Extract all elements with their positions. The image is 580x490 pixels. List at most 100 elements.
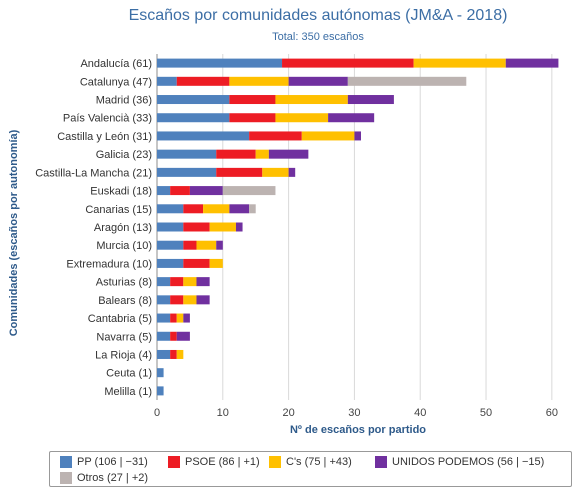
bar-segment[interactable] [157,149,217,159]
category-label: Asturias (8) [96,277,152,289]
legend-item[interactable]: C's (75 | +43) [269,456,352,468]
bar-segment[interactable] [196,295,210,305]
bar-segment[interactable] [157,186,171,196]
bar-segment[interactable] [157,113,230,123]
category-label: Catalunya (47) [80,76,152,88]
bar-segment[interactable] [157,222,184,232]
legend-label: Otros (27 | +2) [77,472,149,484]
bar-segment[interactable] [222,186,276,196]
bar-segment[interactable] [413,58,506,68]
bar-segment[interactable] [347,76,467,86]
chart-subtitle: Total: 350 escaños [272,31,364,43]
bar-segment[interactable] [282,58,414,68]
category-label: Extremadura (10) [66,258,152,270]
bar-segment[interactable] [249,204,256,214]
bar-segment[interactable] [157,368,164,378]
bar-segment[interactable] [176,331,190,341]
bar-segment[interactable] [183,258,210,268]
category-label: Aragón (13) [94,222,152,234]
category-label: Galicia (23) [96,149,152,161]
bar-segment[interactable] [183,222,210,232]
bar-segment[interactable] [196,277,210,287]
bar-segment[interactable] [255,149,269,159]
legend-swatch [60,456,72,468]
category-label: Murcia (10) [96,240,152,252]
category-label: Navarra (5) [96,331,152,343]
bar-segment[interactable] [176,76,230,86]
legend-item[interactable]: Otros (27 | +2) [60,472,148,484]
bar-segment[interactable] [354,131,361,141]
bar-segment[interactable] [189,186,223,196]
bar-segment[interactable] [170,277,184,287]
bar-segment[interactable] [157,258,184,268]
bar-segment[interactable] [505,58,559,68]
x-tick-label: 60 [546,407,558,419]
bar-segment[interactable] [183,240,197,250]
bar-segment[interactable] [183,313,190,323]
bar-segment[interactable] [288,76,348,86]
bar-segment[interactable] [209,258,223,268]
bar-segment[interactable] [229,95,276,105]
bar-segment[interactable] [157,131,250,141]
legend: PP (106 | −31) PSOE (86 | +1) C's (75 | +4… [49,451,572,487]
category-label: Ceuta (1) [106,368,152,380]
bar-segment[interactable] [157,95,230,105]
bar-segment[interactable] [157,204,184,214]
category-label: Balears (8) [98,295,152,307]
category-label: Euskadi (18) [90,186,152,198]
bar-segment[interactable] [170,313,177,323]
x-axis-title: Nº de escaños por partido [290,424,426,436]
bar-segment[interactable] [170,331,177,341]
bar-segment[interactable] [170,186,190,196]
bar-segment[interactable] [157,313,171,323]
category-label: Melilla (1) [104,386,152,398]
bar-segment[interactable] [249,131,302,141]
bar-segment[interactable] [216,149,256,159]
bar-segment[interactable] [301,131,355,141]
bar-segment[interactable] [229,113,276,123]
bar-segment[interactable] [275,95,348,105]
bar-segment[interactable] [183,204,204,214]
bar-segment[interactable] [229,76,289,86]
bar-segment[interactable] [183,295,197,305]
x-tick-label: 50 [480,407,492,419]
bar-segment[interactable] [262,167,289,177]
bar-segment[interactable] [229,204,250,214]
bar-segment[interactable] [196,240,217,250]
bar-segment[interactable] [157,277,171,287]
category-label: Castilla-La Mancha (21) [35,167,152,179]
bar-segment[interactable] [157,76,177,86]
category-label: Cantabria (5) [88,313,152,325]
bar-segment[interactable] [170,349,177,359]
bar-segment[interactable] [203,204,230,214]
legend-item[interactable]: PP (106 | −31) [60,456,148,468]
bar-segment[interactable] [157,58,283,68]
bar-segment[interactable] [347,95,394,105]
bar-segment[interactable] [288,167,296,177]
x-tick-label: 40 [414,407,426,419]
x-tick-label: 0 [154,407,160,419]
bar-segment[interactable] [275,113,329,123]
category-label: Andalucía (61) [80,58,152,70]
legend-item[interactable]: UNIDOS PODEMOS (56 | −15) [375,456,544,468]
bar-segment[interactable] [157,386,164,396]
bar-segment[interactable] [157,240,184,250]
legend-label: C's (75 | +43) [286,456,352,468]
bar-segment[interactable] [235,222,243,232]
bar-segment[interactable] [268,149,309,159]
bar-segment[interactable] [170,295,184,305]
bar-segment[interactable] [157,331,171,341]
bar-segment[interactable] [176,349,184,359]
legend-item[interactable]: PSOE (86 | +1) [168,456,260,468]
bar-segment[interactable] [157,349,171,359]
bar-segment[interactable] [157,167,217,177]
bar-segment[interactable] [216,167,263,177]
bar-segment[interactable] [183,277,197,287]
x-tick-label: 30 [348,407,360,419]
bar-segment[interactable] [328,113,375,123]
bar-segment[interactable] [209,222,236,232]
bar-segment[interactable] [157,295,171,305]
bar-segment[interactable] [176,313,184,323]
category-label: Madrid (36) [96,95,152,107]
bar-segment[interactable] [216,240,223,250]
